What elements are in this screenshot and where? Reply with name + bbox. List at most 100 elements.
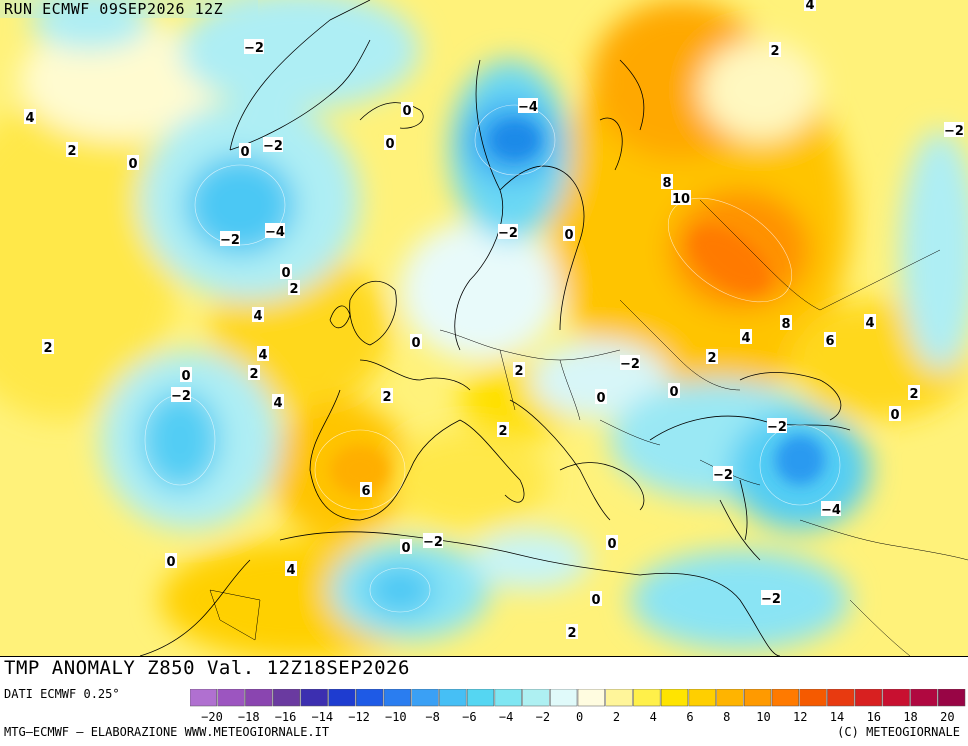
contour-label: 0 <box>281 266 290 281</box>
legend-swatch <box>522 689 550 707</box>
contour-label: 2 <box>909 387 918 402</box>
contour-label: 0 <box>591 593 600 608</box>
legend-swatch <box>466 689 495 707</box>
legend-swatch <box>328 689 356 707</box>
contour-label: 2 <box>289 282 298 297</box>
contour-label: 0 <box>669 385 678 400</box>
legend-tick-label: −6 <box>462 710 476 724</box>
legend-swatch <box>633 689 661 707</box>
contour-label-box <box>498 224 518 239</box>
contour-label: 4 <box>258 348 267 363</box>
contour-label-box <box>252 307 264 322</box>
contour-label-box <box>66 142 78 157</box>
contour-label: 2 <box>770 44 779 59</box>
color-scale-legend: −20 −18 −16 −14 −12 −10 −8 −6 −4 −2 0 2 4 6 8 10 12 14 16 1… <box>190 689 966 724</box>
contour-label: −2 <box>220 233 240 248</box>
contour-label: −2 <box>767 420 787 435</box>
contour-label: 4 <box>805 0 814 13</box>
contour-label: −2 <box>944 124 964 139</box>
contour-label: 4 <box>273 396 282 411</box>
contour-label-box <box>824 332 836 347</box>
contour-label-box <box>513 362 525 377</box>
legend-tick-label: 18 <box>903 710 917 724</box>
legend-swatch <box>716 689 744 707</box>
contour-label: 2 <box>707 351 716 366</box>
legend-swatch <box>356 689 384 707</box>
contour-label-box <box>889 406 901 421</box>
contour-label-box <box>24 109 36 124</box>
contour-label: 2 <box>382 390 391 405</box>
contour-label-box <box>285 561 297 576</box>
contour-label-box <box>410 334 422 349</box>
legend-swatch <box>882 689 910 707</box>
contour-label: 0 <box>607 537 616 552</box>
contour-label-box <box>595 389 607 404</box>
anomaly-fields <box>0 0 968 656</box>
contour-label: −4 <box>518 100 538 115</box>
contour-label: 2 <box>249 367 258 382</box>
contour-label: −2 <box>263 139 283 154</box>
contour-label: 6 <box>361 484 370 499</box>
contour-label-box <box>360 482 372 497</box>
contour-label-box <box>606 535 618 550</box>
contour-label-box <box>381 388 393 403</box>
contour-label-box <box>384 135 396 150</box>
legend-swatch <box>827 689 855 707</box>
contour-label-box <box>804 0 816 11</box>
run-title: RUN ECMWF 09SEP2026 12Z <box>4 0 224 18</box>
contour-label-box <box>272 394 284 409</box>
contour-label: 2 <box>67 144 76 159</box>
legend-swatch <box>272 689 301 707</box>
contour-label-box <box>740 329 752 344</box>
legend-swatch <box>799 689 827 707</box>
legend-tick-label: −2 <box>536 710 550 724</box>
contour-label-box <box>239 143 251 158</box>
contour-label: −2 <box>713 468 733 483</box>
contour-label: 8 <box>781 317 790 332</box>
contour-label-box <box>706 349 718 364</box>
contour-label: 4 <box>865 316 874 331</box>
legend-tick-label: −18 <box>238 710 260 724</box>
copyright-line: (C) METEOGIORNALE <box>837 725 960 739</box>
contour-label-box <box>265 223 285 238</box>
contour-label-box <box>821 501 841 516</box>
contour-label-box <box>257 346 269 361</box>
legend-tick-label: 4 <box>650 710 657 724</box>
contour-label: 0 <box>240 145 249 160</box>
contour-label: 0 <box>411 336 420 351</box>
legend-swatch <box>550 689 578 707</box>
legend-tick-label: −10 <box>385 710 407 724</box>
contour-label-box <box>767 418 787 433</box>
contour-label-box <box>563 226 575 241</box>
title-band <box>0 0 258 18</box>
legend-tick-label: −14 <box>311 710 333 724</box>
contour-label-box <box>127 155 139 170</box>
contour-label: 0 <box>890 408 899 423</box>
contour-label: −2 <box>171 389 191 404</box>
legend-swatch <box>605 689 633 707</box>
contour-label-box <box>401 102 413 117</box>
legend-swatch <box>771 689 799 707</box>
data-source-label: DATI ECMWF 0.25° <box>4 687 120 701</box>
contour-label-box <box>620 355 640 370</box>
contour-label-box <box>288 280 300 295</box>
contour-label-box <box>864 314 876 329</box>
contour-label: 4 <box>286 563 295 578</box>
legend-swatch <box>383 689 411 707</box>
contour-label: 0 <box>128 157 137 172</box>
contour-label-box <box>944 122 964 137</box>
legend-swatch <box>411 689 439 707</box>
legend-tick-label: 0 <box>576 710 583 724</box>
contour-label: 2 <box>43 341 52 356</box>
contour-label: 8 <box>662 176 671 191</box>
legend-swatch <box>494 689 522 707</box>
contour-label-box <box>280 264 292 279</box>
contour-label: 0 <box>564 228 573 243</box>
legend-tick-label: 12 <box>793 710 807 724</box>
legend-swatch <box>217 689 245 707</box>
contour-label: 4 <box>253 309 262 324</box>
legend-swatch <box>300 689 328 707</box>
legend-swatch <box>744 689 772 707</box>
legend-swatch <box>688 689 716 707</box>
